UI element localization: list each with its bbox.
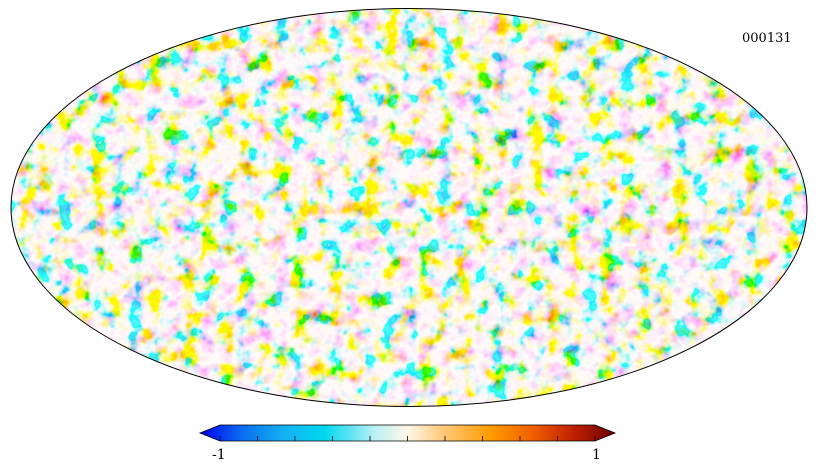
colorbar-ticks <box>219 436 596 441</box>
mollweide-map <box>10 8 808 407</box>
colorbar-max-label: 1 <box>592 447 601 463</box>
temperature-field <box>11 8 807 407</box>
map-outline <box>10 8 808 407</box>
map-id-label: 000131 <box>742 31 792 46</box>
colorbar-min-label: -1 <box>212 447 226 463</box>
colorbar <box>198 424 617 442</box>
